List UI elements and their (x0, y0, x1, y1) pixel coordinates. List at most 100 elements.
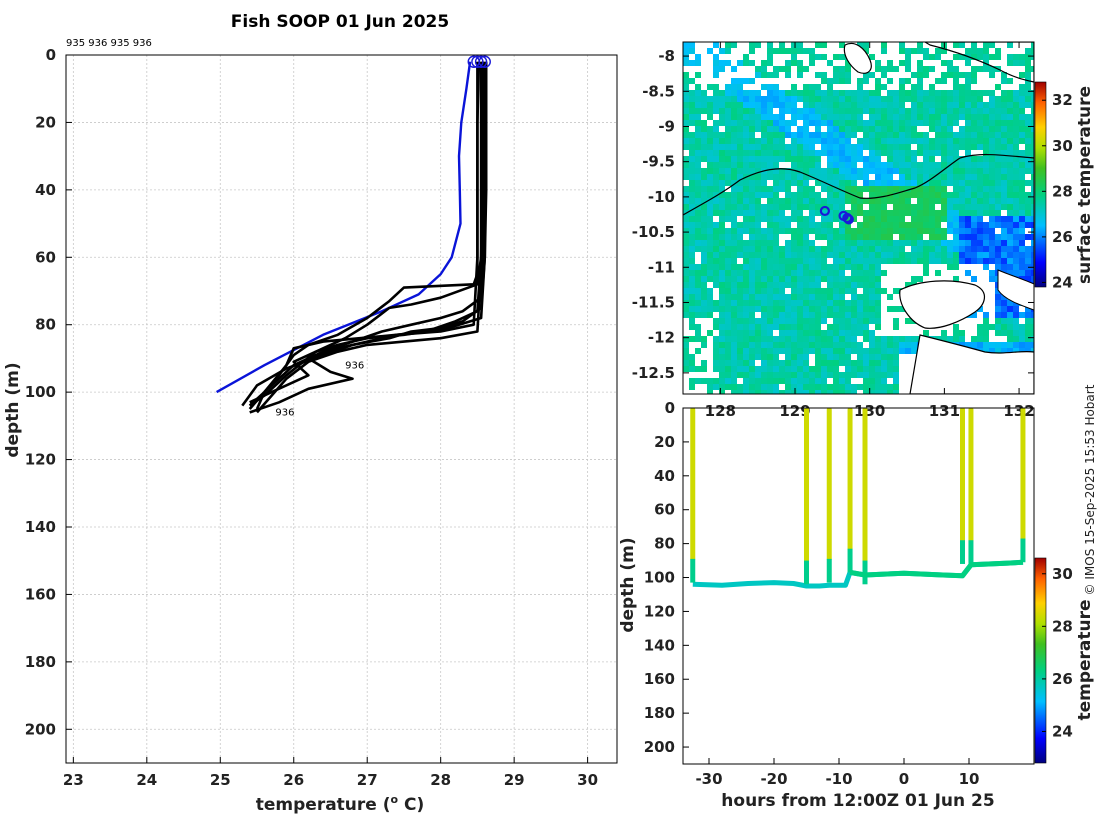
sst-cell (1019, 126, 1025, 132)
sst-cell (689, 276, 695, 282)
sst-cell (851, 282, 857, 288)
sst-cell (911, 252, 917, 258)
sst-cell (983, 102, 989, 108)
sst-cell (785, 108, 791, 114)
sst-cell (767, 360, 773, 366)
sst-cell (929, 192, 935, 198)
sst-cell (701, 312, 707, 318)
sst-cell (845, 102, 851, 108)
sst-cell (791, 204, 797, 210)
sst-cell (731, 228, 737, 234)
sst-cell (737, 60, 743, 66)
sst-cell (743, 54, 749, 60)
sst-cell (893, 306, 899, 312)
sst-cell (803, 168, 809, 174)
sst-cell (1031, 156, 1034, 162)
sst-cell (731, 198, 737, 204)
sst-cell (845, 234, 851, 240)
sst-cell (947, 156, 953, 162)
sst-cell (1007, 54, 1013, 60)
sst-cell (803, 114, 809, 120)
sst-cell (911, 156, 917, 162)
sst-cell (743, 276, 749, 282)
sst-cell (707, 138, 713, 144)
sst-cell (995, 246, 1001, 252)
sst-cell (713, 270, 719, 276)
sst-cell (755, 150, 761, 156)
sst-cell (725, 48, 731, 54)
sst-cell (833, 270, 839, 276)
sst-cell (797, 126, 803, 132)
sst-cell (845, 198, 851, 204)
sst-cell (779, 216, 785, 222)
sst-cell (821, 372, 827, 378)
sst-cell (731, 342, 737, 348)
sst-cell (827, 210, 833, 216)
sst-cell (689, 288, 695, 294)
sst-cell (767, 228, 773, 234)
sst-cell (785, 186, 791, 192)
sst-cell (869, 288, 875, 294)
sst-cell (1007, 186, 1013, 192)
sst-cell (863, 324, 869, 330)
sst-cell (983, 48, 989, 54)
sst-cell (827, 162, 833, 168)
sst-cell (899, 216, 905, 222)
sst-cell (725, 348, 731, 354)
sst-cell (1001, 126, 1007, 132)
sst-cell (965, 234, 971, 240)
sst-cell (983, 162, 989, 168)
sst-cell (887, 132, 893, 138)
sst-cell (971, 66, 977, 72)
sst-cell (863, 90, 869, 96)
sst-cell (929, 180, 935, 186)
sst-cell (767, 348, 773, 354)
sst-cell (713, 354, 719, 360)
sst-cell (887, 90, 893, 96)
sst-cell (977, 216, 983, 222)
sst-cell (1013, 252, 1019, 258)
sst-cell (797, 378, 803, 384)
sst-cell (863, 198, 869, 204)
sst-cell (995, 48, 1001, 54)
sst-cell (689, 42, 695, 48)
sst-cell (857, 300, 863, 306)
sst-cell (881, 252, 887, 258)
sst-cell (923, 186, 929, 192)
sst-cell (1019, 90, 1025, 96)
sst-cell (791, 276, 797, 282)
sst-cell (743, 96, 749, 102)
sst-cell (833, 234, 839, 240)
sst-cell (797, 216, 803, 222)
sst-cell (977, 66, 983, 72)
sst-cell (851, 264, 857, 270)
sst-cell (923, 168, 929, 174)
sst-cell (911, 72, 917, 78)
sst-cell (815, 162, 821, 168)
sst-cell (863, 348, 869, 354)
sst-cell (833, 318, 839, 324)
sst-cell (695, 348, 701, 354)
sst-cell (1031, 222, 1034, 228)
sst-cell (857, 192, 863, 198)
sst-cell (809, 162, 815, 168)
sst-cell (983, 336, 989, 342)
sst-cell (1019, 132, 1025, 138)
sst-cell (773, 156, 779, 162)
sst-cell (785, 264, 791, 270)
sst-cell (953, 66, 959, 72)
sst-cell (1025, 96, 1031, 102)
sst-cell (953, 102, 959, 108)
sst-cell (863, 312, 869, 318)
sst-cell (857, 246, 863, 252)
sst-cell (869, 372, 875, 378)
sst-cell (995, 120, 1001, 126)
temperature-colorbar-tick-label: 26 (1052, 670, 1073, 688)
sst-cell (911, 90, 917, 96)
sst-cell (959, 180, 965, 186)
sst-cell (881, 336, 887, 342)
sst-cell (989, 168, 995, 174)
sst-cell (689, 312, 695, 318)
sst-cell (689, 180, 695, 186)
